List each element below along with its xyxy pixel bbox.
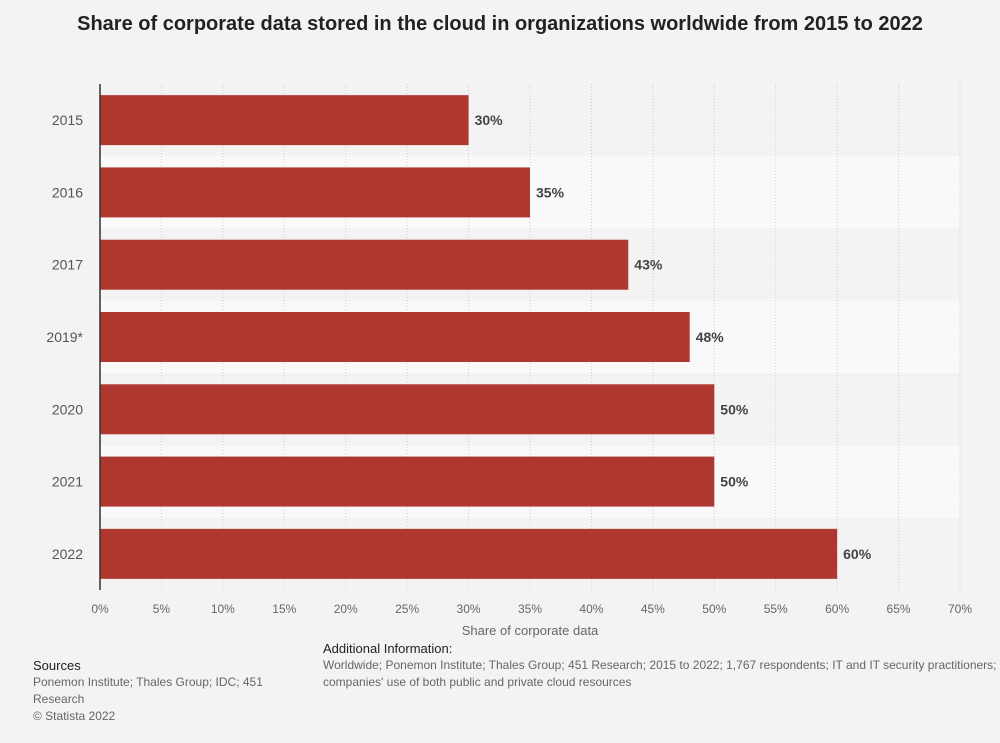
x-tick-label: 15% [272, 602, 296, 616]
x-tick-label: 50% [702, 602, 726, 616]
chart-title: Share of corporate data stored in the cl… [77, 13, 923, 35]
y-tick-label: 2021 [52, 474, 83, 490]
y-tick-label: 2017 [52, 257, 83, 273]
x-tick-label: 25% [395, 602, 419, 616]
sources-heading: Sources [33, 658, 81, 673]
bar [100, 384, 715, 435]
x-tick-label: 70% [948, 602, 972, 616]
additional-info-heading: Additional Information: [323, 641, 453, 656]
data-label: 48% [696, 329, 725, 345]
x-axis-label: Share of corporate data [462, 623, 599, 638]
x-tick-label: 55% [764, 602, 788, 616]
x-tick-label: 10% [211, 602, 235, 616]
copyright: © Statista 2022 [33, 709, 116, 723]
x-tick-label: 40% [579, 602, 603, 616]
bar-chart: 0% 5% 10% 15% 20% 25% 30% 35% 40% 45% 50% 55% 60% 65%… [46, 84, 972, 638]
y-tick-label: 2015 [52, 112, 83, 128]
y-tick-label: 2020 [52, 401, 83, 417]
bar [100, 95, 469, 146]
sources-text: Ponemon Institute; Thales Group; IDC; 45… [33, 675, 263, 706]
data-label: 35% [536, 184, 565, 200]
data-label: 60% [843, 546, 872, 562]
x-tick-label: 30% [457, 602, 481, 616]
additional-info-block: Additional Information: Worldwide; Ponem… [323, 640, 1000, 691]
data-label: 50% [720, 474, 749, 490]
bar [100, 167, 530, 218]
additional-info-text: Worldwide; Ponemon Institute; Thales Gro… [323, 658, 997, 689]
x-tick-label: 35% [518, 602, 542, 616]
x-tick-label: 45% [641, 602, 665, 616]
x-tick-label: 0% [91, 602, 109, 616]
bars [100, 95, 838, 579]
bar [100, 239, 629, 290]
x-tick-label: 5% [153, 602, 171, 616]
y-tick-label: 2016 [52, 184, 83, 200]
x-tick-label: 60% [825, 602, 849, 616]
axes: 0% 5% 10% 15% 20% 25% 30% 35% 40% 45% 50% 55% 60% 65%… [46, 84, 972, 616]
data-label: 43% [634, 257, 663, 273]
data-label: 50% [720, 401, 749, 417]
sources-block: Sources Ponemon Institute; Thales Group;… [33, 657, 293, 725]
data-label: 30% [475, 112, 504, 128]
bar [100, 312, 690, 362]
y-tick-label: 2022 [52, 546, 83, 562]
x-tick-label: 20% [334, 602, 358, 616]
bar [100, 528, 838, 579]
x-tick-label: 65% [887, 602, 911, 616]
bar [100, 456, 715, 507]
y-tick-label: 2019* [46, 329, 83, 345]
